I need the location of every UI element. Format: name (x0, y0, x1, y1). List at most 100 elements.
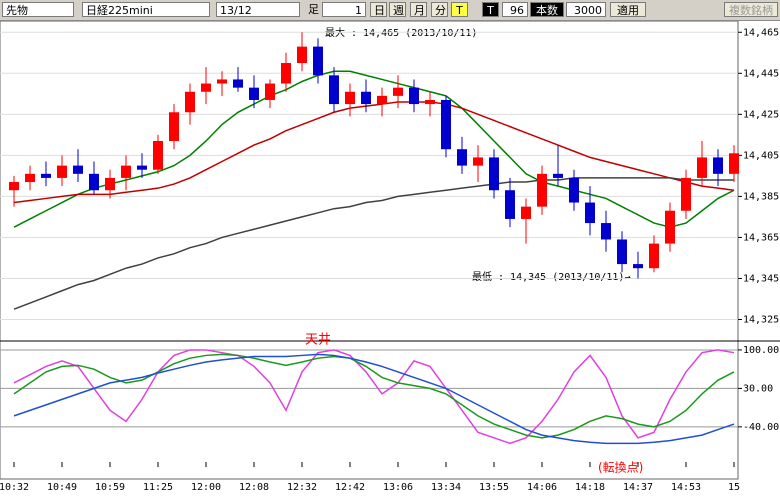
candle-body (9, 182, 19, 191)
x-tick-label: 14:06 (527, 482, 557, 493)
series-line (13, 353, 735, 439)
candle-body (121, 165, 131, 178)
x-tick-label: 12:32 (287, 482, 317, 493)
series-line (13, 70, 735, 228)
x-tick-label: 12:08 (239, 482, 269, 493)
candle-body (153, 140, 163, 170)
candle-body (297, 46, 307, 64)
tick-label: T (482, 2, 499, 17)
toolbar: 先物 日経225mini 13/12 足 1 日 週 月 分 T T 96 本数… (0, 0, 780, 21)
apply-button[interactable]: 適用 (610, 2, 646, 17)
x-tick-label: 10:59 (95, 482, 125, 493)
x-tick-label: 12:00 (191, 482, 221, 493)
candle-body (473, 157, 483, 166)
day-button[interactable]: 日 (370, 2, 387, 17)
y-tick-label: 14,365 (743, 232, 779, 243)
candle-body (425, 99, 435, 105)
candle-body (169, 112, 179, 141)
month-button[interactable]: 月 (410, 2, 427, 17)
candle-body (537, 173, 547, 207)
x-tick-label: 10:49 (47, 482, 77, 493)
y-tick-label: 14,425 (743, 109, 779, 120)
candle-body (361, 91, 371, 105)
candle-body (441, 99, 451, 150)
candle-body (185, 91, 195, 113)
x-tick-label: 12:42 (335, 482, 365, 493)
series-line (13, 353, 735, 445)
x-tick-label: 11:25 (143, 482, 173, 493)
series-line (13, 349, 735, 445)
x-tick-label: 14:53 (671, 482, 701, 493)
candle-body (697, 157, 707, 178)
candle-body (489, 157, 499, 191)
candle-body (633, 264, 643, 269)
x-tick-label: 13:55 (479, 482, 509, 493)
min-annotation: 最低 : 14,345 (2013/10/11)→ (472, 270, 630, 283)
bar-count[interactable]: 1 (322, 2, 366, 17)
turn-annotation: (転換点) (598, 461, 643, 475)
chart: 最大 : 14,465 (2013/10/11) 最低 : 14,345 (20… (0, 21, 780, 493)
candle-body (521, 206, 531, 219)
candle-body (217, 79, 227, 84)
candle-body (505, 190, 515, 219)
series-line (13, 101, 735, 204)
candle-body (569, 177, 579, 203)
candle-body (73, 165, 83, 174)
candle-body (713, 157, 723, 174)
plot-frame (0, 21, 739, 480)
candle-body (281, 63, 291, 84)
candle-body (601, 223, 611, 240)
week-button[interactable]: 週 (389, 2, 406, 17)
candle-body (585, 202, 595, 224)
symbol-select[interactable]: 日経225mini (82, 2, 210, 17)
series-line (13, 177, 734, 310)
y-tick-label: 14,405 (743, 150, 779, 161)
minute-button[interactable]: 分 (431, 2, 448, 17)
candle-body (681, 177, 691, 211)
count-label: 本数 (530, 2, 564, 17)
y-tick-label: 14,385 (743, 191, 779, 202)
candle-body (57, 165, 67, 178)
candle-body (617, 239, 627, 265)
candle-body (25, 173, 35, 183)
y-tick-label: 14,465 (743, 27, 779, 38)
candle-body (201, 83, 211, 92)
y-tick-label: 30.00 (743, 383, 773, 394)
candle-body (409, 87, 419, 105)
x-tick-label: 14:37 (623, 482, 653, 493)
x-tick-label: 10:32 (0, 482, 29, 493)
candle-body (553, 173, 563, 178)
y-tick-label: 100.00 (743, 345, 779, 356)
candle-body (649, 243, 659, 269)
x-tick-label: 15 (728, 482, 740, 493)
candle-body (729, 153, 739, 174)
bar-label: 足 (308, 3, 319, 16)
candle-body (105, 177, 115, 191)
y-tick-label: 14,345 (743, 273, 779, 284)
candle-body (393, 87, 403, 96)
candle-body (265, 83, 275, 100)
x-tick-label: 13:34 (431, 482, 461, 493)
top-annotation: 天井 (305, 333, 331, 348)
candle-body (665, 210, 675, 244)
tick-button[interactable]: T (451, 2, 468, 17)
candle-body (345, 91, 355, 105)
market-select[interactable]: 先物 (2, 2, 74, 17)
multi-button[interactable]: 複数銘柄 (724, 2, 778, 17)
y-tick-label: -40.00 (743, 422, 779, 433)
x-tick-label: 14:18 (575, 482, 605, 493)
max-count-input[interactable]: 3000 (566, 2, 606, 17)
candle-body (249, 87, 259, 100)
y-tick-label: 14,325 (743, 314, 779, 325)
candle-body (89, 173, 99, 191)
y-tick-label: 14,445 (743, 68, 779, 79)
candle-body (137, 165, 147, 170)
contract-select[interactable]: 13/12 (216, 2, 300, 17)
candle-body (329, 75, 339, 105)
x-tick-label: 13:06 (383, 482, 413, 493)
candle-body (377, 95, 387, 105)
count-input[interactable]: 96 (502, 2, 528, 17)
candle-body (41, 173, 51, 178)
candle-body (313, 46, 323, 76)
